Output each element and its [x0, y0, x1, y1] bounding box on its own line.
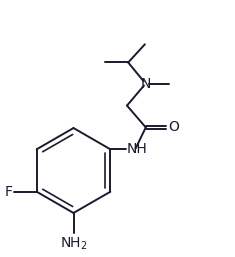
Text: NH$_2$: NH$_2$ — [60, 235, 87, 252]
Text: N: N — [141, 77, 151, 91]
Text: F: F — [4, 185, 12, 199]
Text: O: O — [168, 121, 179, 134]
Text: NH: NH — [127, 142, 148, 156]
